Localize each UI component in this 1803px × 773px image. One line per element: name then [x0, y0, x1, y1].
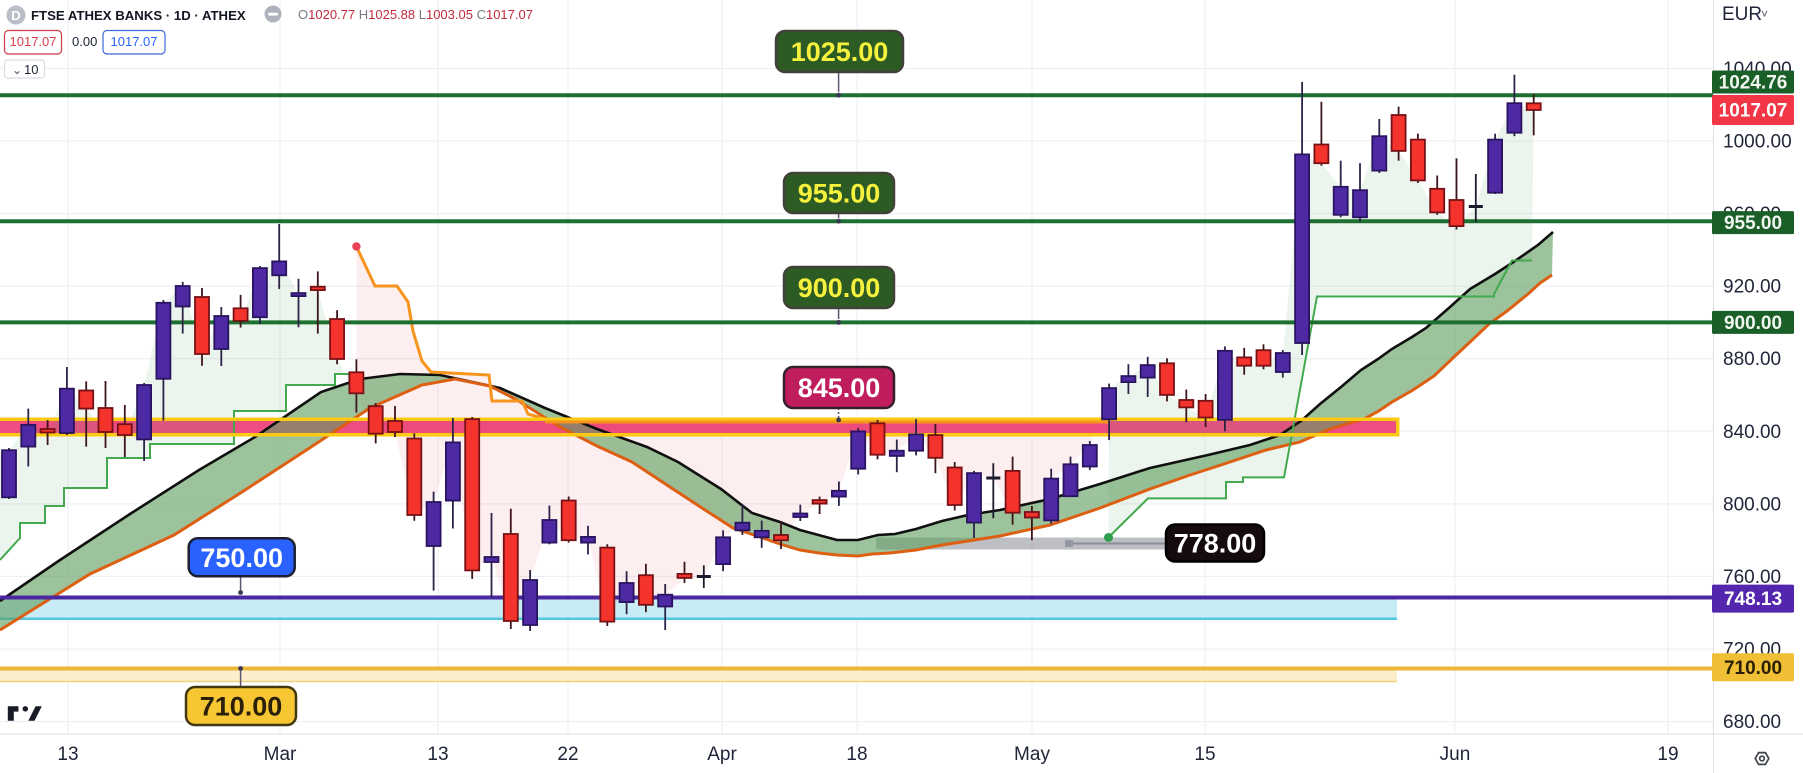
- svg-text:900.00: 900.00: [798, 273, 881, 303]
- svg-text:680.00: 680.00: [1723, 712, 1781, 733]
- svg-text:1017.07: 1017.07: [10, 34, 57, 49]
- svg-text:760.00: 760.00: [1723, 567, 1781, 588]
- svg-text:EUR: EUR: [1722, 4, 1762, 25]
- svg-text:845.00: 845.00: [798, 373, 881, 403]
- svg-text:1024.76: 1024.76: [1719, 73, 1788, 94]
- svg-text:778.00: 778.00: [1174, 529, 1257, 559]
- svg-text:22: 22: [557, 744, 578, 765]
- svg-text:13: 13: [427, 744, 448, 765]
- svg-text:955.00: 955.00: [798, 179, 881, 209]
- svg-text:800.00: 800.00: [1723, 494, 1781, 515]
- svg-text:Jun: Jun: [1440, 744, 1471, 765]
- svg-text:18: 18: [846, 744, 867, 765]
- svg-text:0.00: 0.00: [72, 34, 97, 49]
- svg-text:FTSE ATHEX BANKS · 1D · ATHEX: FTSE ATHEX BANKS · 1D · ATHEX: [31, 8, 246, 23]
- svg-text:19: 19: [1657, 744, 1678, 765]
- svg-text:O1020.77 H1025.88 L1003.05 C10: O1020.77 H1025.88 L1003.05 C1017.07: [298, 7, 533, 22]
- svg-text:748.13: 748.13: [1724, 589, 1782, 610]
- svg-text:710.00: 710.00: [1724, 658, 1782, 679]
- svg-text:880.00: 880.00: [1723, 349, 1781, 370]
- svg-text:900.00: 900.00: [1724, 313, 1782, 334]
- svg-text:May: May: [1014, 744, 1050, 765]
- svg-text:Apr: Apr: [707, 744, 737, 765]
- svg-text:1017.07: 1017.07: [111, 34, 158, 49]
- svg-text:710.00: 710.00: [200, 692, 283, 722]
- svg-text:1000.00: 1000.00: [1723, 132, 1792, 153]
- svg-text:Mar: Mar: [264, 744, 297, 765]
- svg-text:13: 13: [57, 744, 78, 765]
- svg-text:750.00: 750.00: [200, 543, 283, 573]
- svg-text:D: D: [11, 8, 20, 23]
- svg-text:⌄: ⌄: [12, 63, 22, 77]
- svg-text:15: 15: [1194, 744, 1215, 765]
- svg-text:920.00: 920.00: [1723, 277, 1781, 298]
- svg-text:˅: ˅: [1761, 7, 1768, 21]
- svg-text:840.00: 840.00: [1723, 422, 1781, 443]
- svg-text:1017.07: 1017.07: [1719, 101, 1788, 122]
- svg-text:955.00: 955.00: [1724, 213, 1782, 234]
- svg-text:1025.00: 1025.00: [791, 37, 889, 67]
- svg-text:10: 10: [24, 62, 38, 77]
